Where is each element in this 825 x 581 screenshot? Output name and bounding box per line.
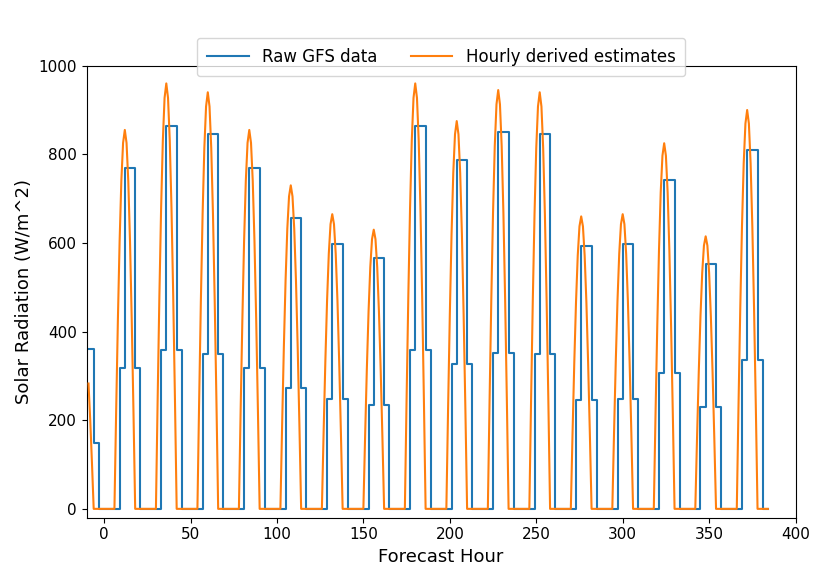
- Hourly derived estimates: [528, 297, 538, 304]
- Raw GFS data: [763, 505, 773, 512]
- Hourly derived estimates: [763, 505, 773, 512]
- Hourly derived estimates: [307, 505, 317, 512]
- Raw GFS data: [659, 369, 669, 376]
- Hourly derived estimates: [299, 505, 309, 512]
- Raw GFS data: [99, 505, 109, 512]
- Hourly derived estimates: [280, 277, 290, 284]
- Raw GFS data: [410, 123, 420, 130]
- Hourly derived estimates: [398, 505, 408, 512]
- Hourly derived estimates: [83, 380, 93, 387]
- Legend: Raw GFS data, Hourly derived estimates: Raw GFS data, Hourly derived estimates: [197, 38, 686, 76]
- Raw GFS data: [83, 346, 93, 353]
- Raw GFS data: [592, 505, 601, 512]
- Hourly derived estimates: [710, 435, 719, 442]
- Raw GFS data: [540, 131, 549, 138]
- X-axis label: Forecast Hour: Forecast Hour: [379, 548, 504, 566]
- Y-axis label: Solar Radiation (W/m^2): Solar Radiation (W/m^2): [15, 179, 33, 404]
- Hourly derived estimates: [91, 505, 101, 512]
- Raw GFS data: [706, 260, 716, 267]
- Line: Raw GFS data: Raw GFS data: [88, 126, 768, 509]
- Hourly derived estimates: [162, 80, 172, 87]
- Raw GFS data: [265, 505, 275, 512]
- Raw GFS data: [426, 505, 436, 512]
- Line: Hourly derived estimates: Hourly derived estimates: [88, 84, 768, 509]
